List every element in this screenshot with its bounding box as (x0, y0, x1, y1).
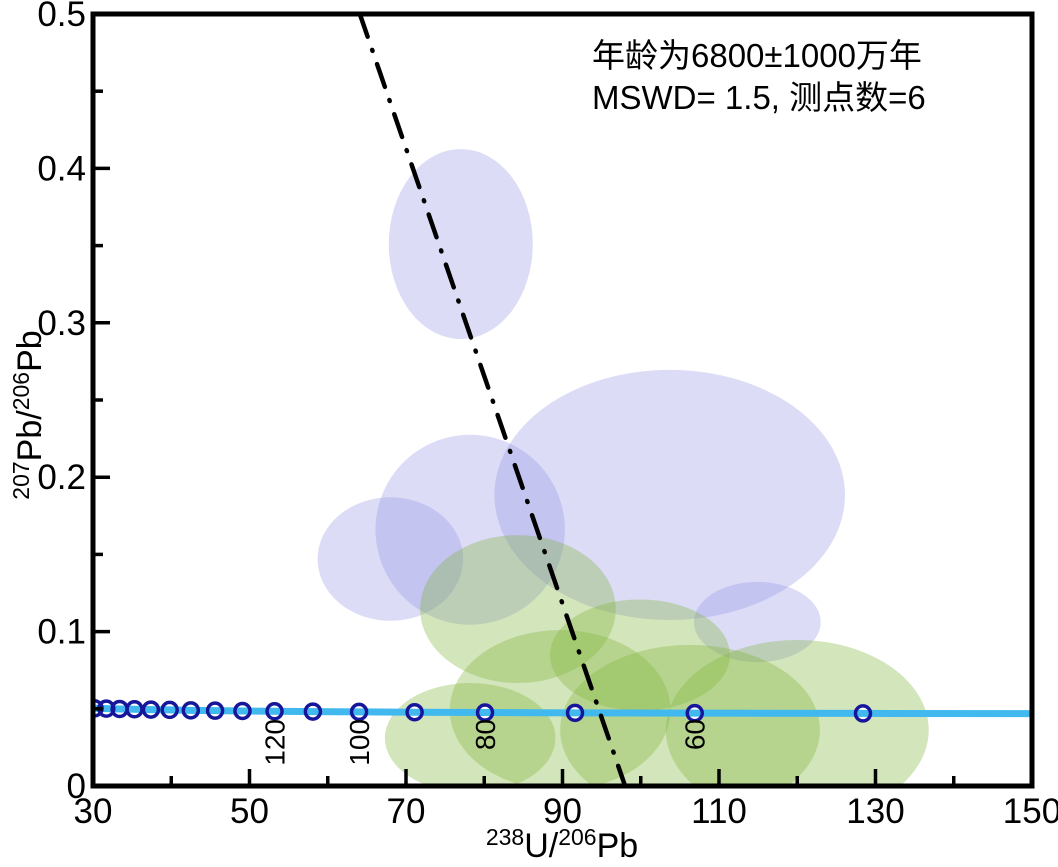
age-marker (160, 700, 179, 720)
error-ellipse-blue (693, 581, 821, 663)
error-ellipse-green (549, 599, 730, 711)
discordia-line (358, 16, 627, 785)
y-tick-label: 0.5 (37, 0, 86, 34)
age-label: 60 (680, 719, 711, 750)
age-label: 80 (470, 719, 501, 750)
axis-title-text: Pb (11, 330, 49, 372)
x-tick-label: 110 (691, 792, 747, 831)
age-marker (475, 703, 495, 722)
age-marker (565, 703, 585, 723)
x-axis-title: 238U/206Pb (486, 824, 638, 865)
y-tick-label: 0.1 (37, 613, 86, 652)
y-tick-label: 0.3 (37, 304, 86, 343)
x-tick-label: 90 (543, 792, 582, 831)
isotope-superscript: 207 (8, 461, 34, 499)
x-tick-label: 30 (74, 792, 113, 831)
error-ellipse-green (449, 630, 671, 785)
age-marker (205, 701, 225, 720)
y-axis-title: 207Pb/206Pb (8, 330, 49, 499)
age-marker (265, 702, 284, 721)
y-tick-label: 0.4 (37, 149, 86, 188)
error-ellipse-green (384, 683, 556, 785)
age-label: 120 (260, 719, 291, 766)
age-marker (853, 704, 873, 723)
error-ellipse-blue (317, 497, 464, 621)
error-ellipse-blue (494, 369, 845, 621)
age-marker (233, 701, 252, 721)
age-marker (303, 702, 323, 721)
annotation-age-line: 年龄为6800±1000万年 (592, 37, 922, 74)
isotope-superscript: 238 (486, 824, 524, 850)
axis-title-text: Pb/ (11, 410, 49, 462)
age-marker (349, 702, 369, 722)
x-tick-label: 50 (230, 792, 269, 831)
isotope-superscript: 206 (558, 824, 596, 850)
axis-title-text: Pb (597, 827, 639, 865)
plot-area: 120 100 80 60 (95, 16, 1030, 785)
axis-title-text: U/ (524, 827, 559, 865)
age-label: 100 (344, 719, 375, 766)
age-marker (685, 703, 704, 723)
age-marker (181, 701, 201, 720)
x-tick-label: 150 (1003, 792, 1058, 831)
error-ellipse-green (420, 535, 616, 684)
age-marker (405, 702, 424, 722)
isotope-superscript: 206 (8, 372, 34, 410)
error-ellipse-blue (375, 434, 565, 625)
y-tick-label: 0.2 (37, 458, 86, 497)
error-ellipse-blue (388, 149, 533, 340)
x-tick-label: 130 (846, 792, 904, 831)
x-tick-label: 70 (387, 792, 426, 831)
annotation-mswd-line: MSWD= 1.5, 测点数=6 (592, 79, 926, 116)
y-tick-label: 0 (67, 767, 86, 806)
age-marker (141, 700, 161, 719)
concordia-curve (95, 704, 1030, 718)
